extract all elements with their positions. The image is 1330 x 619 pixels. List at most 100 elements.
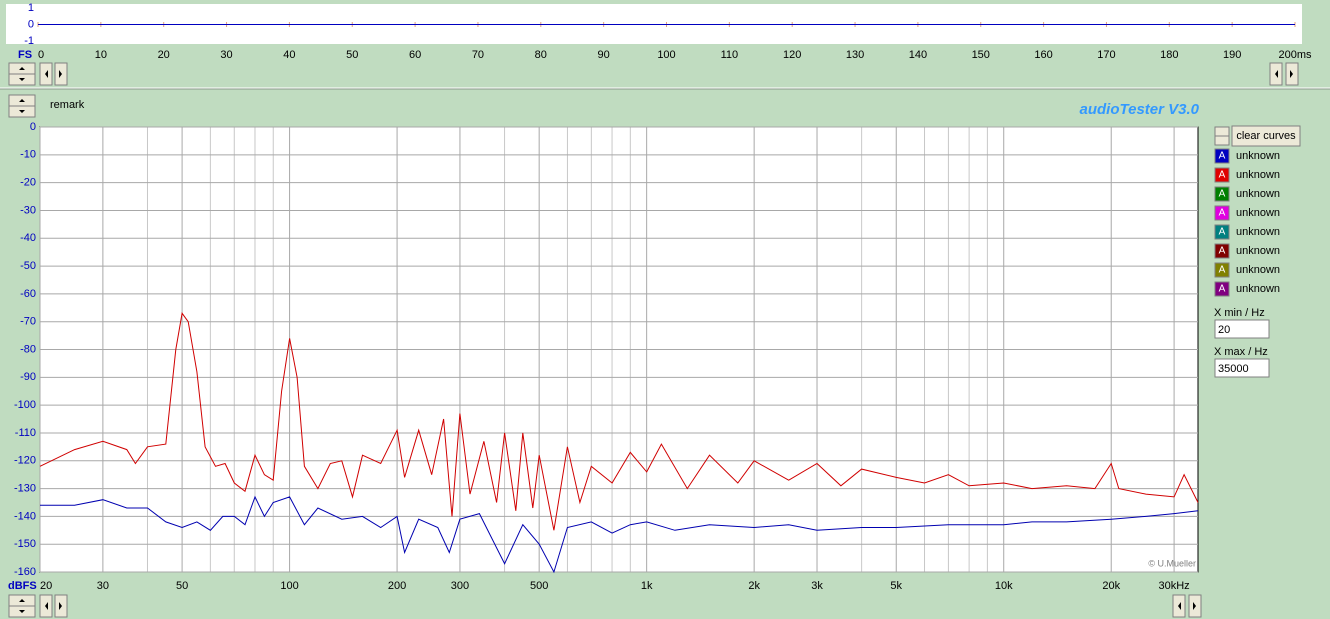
remark: remark — [50, 99, 85, 111]
x-tick-label: 50 — [346, 49, 358, 61]
x-tick-label: 2k — [748, 580, 760, 592]
x-tick-label: 50 — [176, 580, 188, 592]
x-tick-label: 170 — [1097, 49, 1115, 61]
top-spin[interactable] — [8, 62, 36, 86]
curve-icon-text[interactable]: A — [1219, 265, 1226, 276]
curve-label: unknown — [1236, 264, 1280, 276]
curve-spin[interactable] — [1214, 126, 1230, 146]
curve-icon-text[interactable]: A — [1219, 151, 1226, 162]
remark-spin[interactable] — [8, 94, 36, 118]
x-tick-label: 5k — [890, 580, 902, 592]
y-tick-label: -140 — [14, 510, 36, 522]
x-tick-label: 200 — [388, 580, 406, 592]
curve-icon[interactable] — [1214, 224, 1230, 240]
x-tick-label: 190 — [1223, 49, 1241, 61]
x-tick-label: 20 — [158, 49, 170, 61]
x-tick-label: 180 — [1160, 49, 1178, 61]
x-tick-label: 20 — [40, 580, 52, 592]
y-tick-label: -1 — [24, 35, 34, 47]
y-tick-label: 0 — [30, 121, 36, 133]
x-tick-label: 30kHz — [1159, 580, 1190, 592]
y-tick-label: -50 — [20, 260, 36, 272]
y-axis-label: dBFS — [8, 580, 37, 592]
x-tick-label: 160 — [1034, 49, 1052, 61]
x-tick-label: 100 — [657, 49, 675, 61]
x-tick-label: 40 — [283, 49, 295, 61]
curve-icon[interactable] — [1214, 186, 1230, 202]
y-tick-label: 1 — [28, 2, 34, 14]
bottom-scroll-right2[interactable] — [1188, 594, 1202, 618]
y-tick-label: -100 — [14, 399, 36, 411]
x-tick-label: 90 — [598, 49, 610, 61]
curve-icon-text[interactable]: A — [1219, 170, 1226, 181]
curve-label: unknown — [1236, 169, 1280, 181]
curve-label: unknown — [1236, 150, 1280, 162]
top-scroll-left2[interactable] — [1269, 62, 1283, 86]
curve-label: unknown — [1236, 226, 1280, 238]
x-tick-label: 130 — [846, 49, 864, 61]
curve-icon-text[interactable]: A — [1219, 284, 1226, 295]
x-tick-label: 30 — [97, 580, 109, 592]
x-tick-label: 150 — [972, 49, 990, 61]
app-title: audioTester V3.0 — [1080, 101, 1200, 118]
y-tick-label: 0 — [28, 18, 34, 30]
curve-label: unknown — [1236, 207, 1280, 219]
curve-label: unknown — [1236, 245, 1280, 257]
curve — [40, 495, 1199, 574]
bottom-scroll-right[interactable] — [54, 594, 68, 618]
y-tick-label: -130 — [14, 482, 36, 494]
top-scroll-left[interactable] — [39, 62, 53, 86]
x-max-input[interactable] — [1214, 358, 1270, 378]
y-tick-label: -10 — [20, 149, 36, 161]
x-min-value[interactable]: 20 — [1218, 324, 1230, 336]
x-tick-label: 30 — [220, 49, 232, 61]
x-tick-label: 60 — [409, 49, 421, 61]
y-tick-label: -120 — [14, 455, 36, 467]
x-tick-label: 1k — [641, 580, 653, 592]
curve-label: unknown — [1236, 188, 1280, 200]
x-tick-label: 140 — [909, 49, 927, 61]
copyright: © U.Mueller — [1148, 558, 1196, 568]
x-tick-label: 10k — [995, 580, 1013, 592]
x-tick-label: 200ms — [1278, 49, 1312, 61]
top-scroll-right[interactable] — [54, 62, 68, 86]
curve-icon[interactable] — [1214, 262, 1230, 278]
x-tick-label: 20k — [1102, 580, 1120, 592]
curve-icon[interactable] — [1214, 148, 1230, 164]
x-tick-label: 3k — [811, 580, 823, 592]
curve-label: unknown — [1236, 283, 1280, 295]
y-tick-label: -40 — [20, 232, 36, 244]
x-tick-label: 70 — [472, 49, 484, 61]
x-tick-label: 300 — [451, 580, 469, 592]
y-tick-label: -30 — [20, 204, 36, 216]
y-axis-label: FS — [18, 49, 32, 61]
clear-curves-button[interactable] — [1231, 125, 1301, 147]
bottom-scroll-left2[interactable] — [1172, 594, 1186, 618]
x-tick-label: 0 — [38, 49, 44, 61]
y-tick-label: -110 — [15, 427, 36, 439]
x-tick-label: 100 — [280, 580, 298, 592]
y-tick-label: -60 — [20, 288, 36, 300]
curve-icon[interactable] — [1214, 205, 1230, 221]
x-tick-label: 10 — [95, 49, 107, 61]
y-tick-label: -80 — [20, 343, 36, 355]
clear-curves-label[interactable]: clear curves — [1236, 130, 1296, 142]
x-tick-label: 120 — [783, 49, 801, 61]
y-tick-label: -20 — [20, 177, 36, 189]
curve-icon[interactable] — [1214, 167, 1230, 183]
bottom-scroll-left[interactable] — [39, 594, 53, 618]
curve-icon-text[interactable]: A — [1219, 208, 1226, 219]
curve-icon[interactable] — [1214, 243, 1230, 259]
x-max-value[interactable]: 35000 — [1218, 363, 1249, 375]
curve-icon-text[interactable]: A — [1219, 227, 1226, 238]
curve-icon-text[interactable]: A — [1219, 189, 1226, 200]
top-scroll-right2[interactable] — [1285, 62, 1299, 86]
x-tick-label: 500 — [530, 580, 548, 592]
x-min-input[interactable] — [1214, 319, 1270, 339]
x-tick-label: 110 — [721, 49, 739, 61]
bottom-spin[interactable] — [8, 594, 36, 618]
curve-icon-text[interactable]: A — [1219, 246, 1226, 257]
curve-icon[interactable] — [1214, 281, 1230, 297]
x-max-label: X max / Hz — [1214, 346, 1268, 358]
